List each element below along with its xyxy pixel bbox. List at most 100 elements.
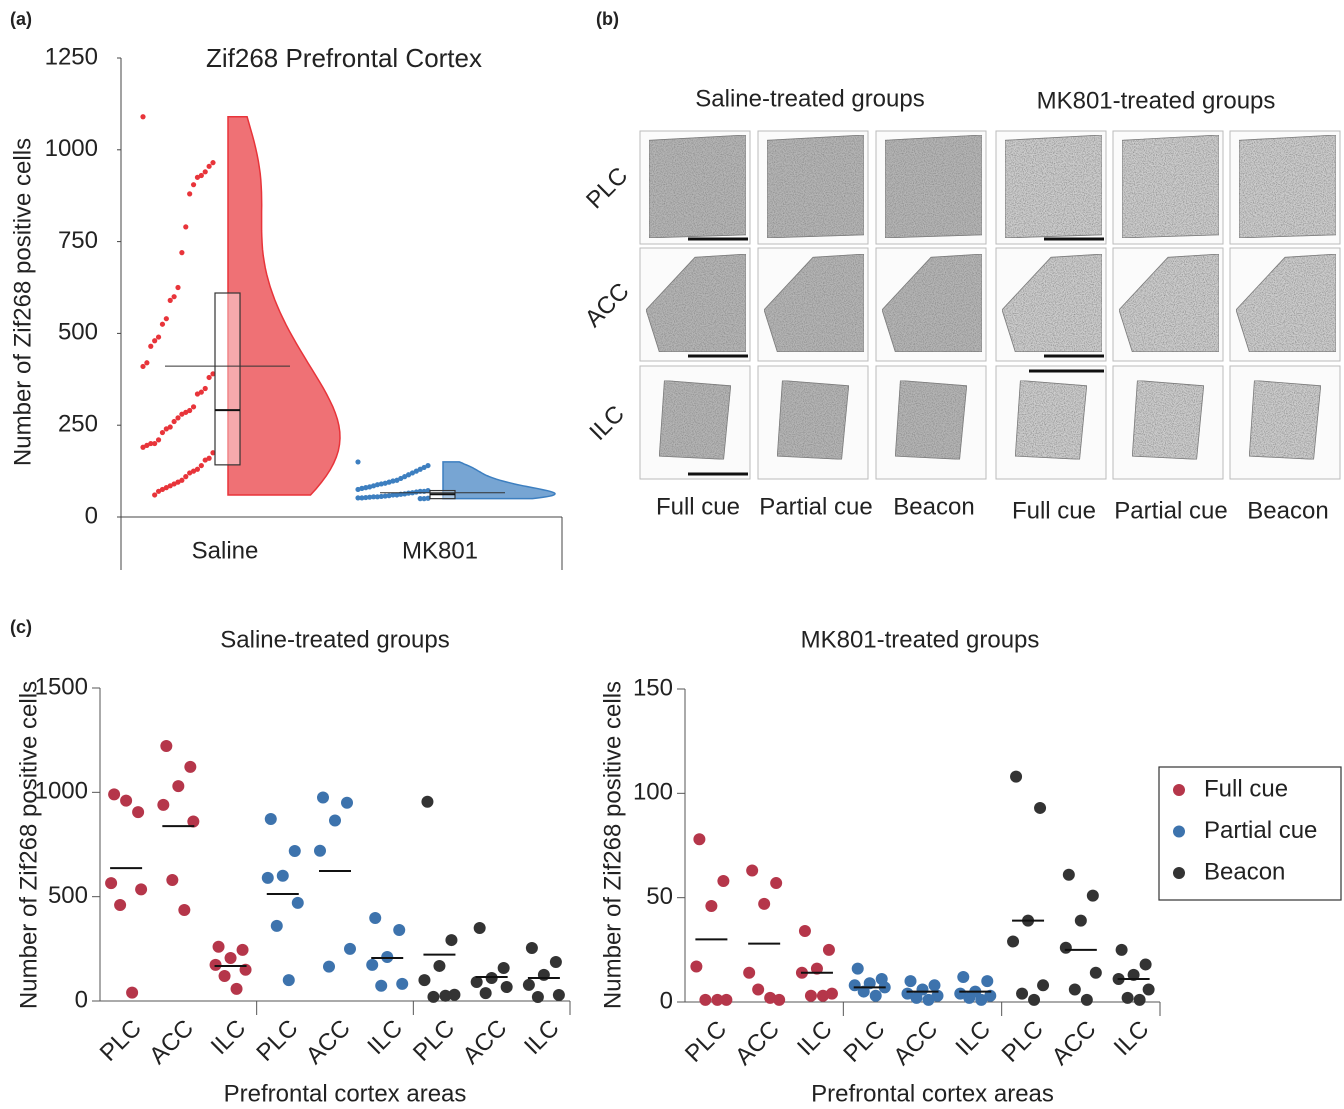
data-point: [164, 426, 169, 431]
category-label: MK801: [402, 537, 478, 564]
data-point: [289, 845, 301, 857]
data-point: [203, 169, 208, 174]
data-point: [187, 191, 192, 196]
x-tick-label: PLC: [680, 1016, 732, 1068]
data-point: [480, 987, 492, 999]
y-tick-label: 0: [75, 986, 88, 1013]
legend-marker: [1173, 784, 1185, 796]
y-tick-label: 750: [58, 227, 98, 254]
y-tick-label: 100: [633, 779, 673, 806]
tissue-section: [1239, 135, 1336, 238]
data-point: [498, 962, 510, 974]
data-point: [746, 865, 758, 877]
data-point: [486, 972, 498, 984]
box: [215, 293, 240, 465]
panel-label: (a): [10, 9, 32, 29]
x-tick-label: ILC: [519, 1015, 565, 1061]
data-point: [210, 959, 222, 971]
row-label: ACC: [580, 278, 635, 333]
data-point: [314, 845, 326, 857]
data-point: [195, 391, 200, 396]
tissue-section: [1015, 381, 1086, 460]
data-point: [183, 224, 188, 229]
data-point: [225, 952, 237, 964]
row-label: PLC: [581, 162, 633, 214]
group-header: Saline-treated groups: [695, 85, 924, 112]
data-point: [699, 994, 711, 1006]
tissue-section: [649, 135, 746, 238]
data-point: [265, 813, 277, 825]
chart-title: MK801-treated groups: [801, 626, 1040, 653]
x-tick-label: PLC: [997, 1016, 1049, 1068]
data-point: [1081, 994, 1093, 1006]
data-point: [1090, 967, 1102, 979]
data-point: [105, 877, 117, 889]
y-axis-label: Number of Zif268 positive cells: [15, 681, 42, 1009]
data-point: [752, 983, 764, 995]
data-point: [341, 797, 353, 809]
data-point: [693, 833, 705, 845]
y-tick-label: 1250: [45, 43, 98, 70]
y-tick-label: 150: [633, 674, 673, 701]
data-point: [1034, 802, 1046, 814]
y-tick-label: 250: [58, 411, 98, 438]
data-point: [381, 951, 393, 963]
data-point: [981, 975, 993, 987]
data-point: [1143, 983, 1155, 995]
tissue-section: [777, 381, 848, 460]
tissue-section: [1249, 381, 1320, 460]
data-point: [144, 360, 149, 365]
x-tick-label: ILC: [362, 1015, 408, 1061]
data-point: [164, 316, 169, 321]
x-tick-label: PLC: [95, 1015, 147, 1067]
data-point: [1122, 992, 1134, 1004]
data-point: [743, 967, 755, 979]
data-point: [427, 991, 439, 1003]
data-point: [369, 912, 381, 924]
column-label: Full cue: [656, 493, 740, 520]
data-point: [179, 412, 184, 417]
data-point: [550, 956, 562, 968]
data-point: [1016, 988, 1028, 1000]
data-point: [1075, 915, 1087, 927]
legend-label: Partial cue: [1204, 817, 1317, 844]
tissue-section: [885, 135, 982, 238]
column-label: Full cue: [1012, 497, 1096, 524]
data-point: [262, 872, 274, 884]
data-point: [160, 740, 172, 752]
data-point: [690, 961, 702, 973]
data-point: [1140, 958, 1152, 970]
data-point: [184, 761, 196, 773]
legend-label: Beacon: [1204, 858, 1285, 885]
data-point: [175, 285, 180, 290]
data-point: [237, 944, 249, 956]
y-tick-label: 0: [660, 987, 673, 1014]
data-point: [1134, 994, 1146, 1006]
data-point: [711, 994, 723, 1006]
x-tick-label: ACC: [457, 1015, 512, 1070]
data-point: [418, 496, 423, 501]
column-label: Partial cue: [759, 493, 872, 520]
x-tick-label: ILC: [1109, 1016, 1155, 1062]
data-point: [317, 792, 329, 804]
data-point: [758, 898, 770, 910]
data-point: [1069, 983, 1081, 995]
data-point: [355, 487, 360, 492]
data-point: [187, 470, 192, 475]
data-point: [213, 941, 225, 953]
legend-label: Full cue: [1204, 775, 1288, 802]
data-point: [1116, 944, 1128, 956]
data-point: [717, 875, 729, 887]
data-point: [199, 463, 204, 468]
data-point: [929, 979, 941, 991]
data-point: [344, 943, 356, 955]
data-point: [1060, 942, 1072, 954]
data-point: [421, 796, 433, 808]
tissue-section: [1122, 135, 1219, 238]
data-point: [355, 495, 360, 500]
data-point: [157, 799, 169, 811]
data-point: [156, 489, 161, 494]
data-point: [396, 978, 408, 990]
data-point: [191, 404, 196, 409]
data-point: [532, 991, 544, 1003]
